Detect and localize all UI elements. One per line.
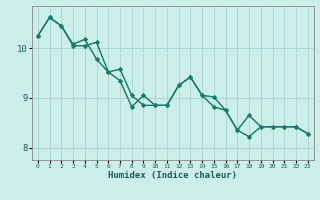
X-axis label: Humidex (Indice chaleur): Humidex (Indice chaleur) (108, 171, 237, 180)
